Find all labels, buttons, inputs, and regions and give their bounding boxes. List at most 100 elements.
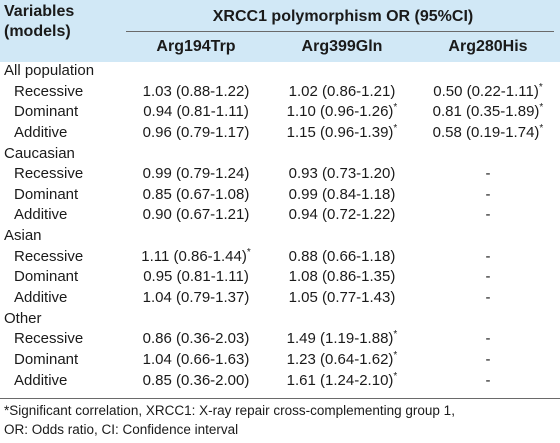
table-row: Dominant 1.04 (0.66-1.63) 1.23 (0.64-1.62)… bbox=[0, 350, 560, 371]
or-cell: 1.08 (0.86-1.35) bbox=[272, 267, 412, 288]
model-label: Additive bbox=[14, 206, 68, 224]
or-value: - bbox=[485, 350, 491, 368]
or-cell: 1.23 (0.64-1.62)* bbox=[272, 350, 412, 371]
model-label: Additive bbox=[14, 123, 68, 141]
or-value: 0.96 (0.79-1.17) bbox=[142, 123, 250, 141]
or-cell: 0.94 (0.81-1.11) bbox=[126, 102, 266, 123]
or-cell: 0.81 (0.35-1.89)* bbox=[418, 102, 558, 123]
significance-marker: * bbox=[538, 81, 543, 93]
table-row: Additive 0.90 (0.67-1.21) 0.94 (0.72-1.22)… bbox=[0, 205, 560, 226]
or-cell: 0.94 (0.72-1.22) bbox=[272, 205, 412, 226]
table-row: Additive 0.85 (0.36-2.00) 1.61 (1.24-2.10)… bbox=[0, 371, 560, 392]
or-cell: 0.99 (0.84-1.18) bbox=[272, 185, 412, 206]
table-row: Recessive 1.03 (0.88-1.22) 1.02 (0.86-1.21… bbox=[0, 82, 560, 103]
or-value: - bbox=[485, 206, 491, 224]
or-value: 0.99 (0.84-1.18) bbox=[288, 185, 396, 203]
table-row: Recessive 0.99 (0.79-1.24) 0.93 (0.73-1.20… bbox=[0, 164, 560, 185]
or-cell: 1.10 (0.96-1.26)* bbox=[272, 102, 412, 123]
or-cell: 0.95 (0.81-1.11) bbox=[126, 267, 266, 288]
or-value: 1.15 (0.96-1.39) bbox=[286, 123, 394, 141]
or-value: 1.04 (0.79-1.37) bbox=[142, 289, 250, 307]
variables-header: Variables (models) bbox=[4, 2, 122, 42]
model-label: Recessive bbox=[14, 82, 84, 100]
footer-divider bbox=[0, 398, 560, 399]
or-cell: 0.88 (0.66-1.18) bbox=[272, 247, 412, 268]
or-cell: 1.03 (0.88-1.22) bbox=[126, 82, 266, 103]
or-cell: - bbox=[418, 329, 558, 350]
or-value: 1.49 (1.19-1.88) bbox=[286, 330, 394, 348]
group-header: XRCC1 polymorphism OR (95%CI) bbox=[212, 8, 474, 25]
or-value: 1.23 (0.64-1.62) bbox=[286, 350, 394, 368]
table-row: Additive 1.04 (0.79-1.37) 1.05 (0.77-1.43)… bbox=[0, 288, 560, 309]
footnote-line-1: *Significant correlation, XRCC1: X-ray r… bbox=[4, 403, 455, 418]
or-cell: - bbox=[418, 371, 558, 392]
table-row: Dominant 0.85 (0.67-1.08) 0.99 (0.84-1.18)… bbox=[0, 185, 560, 206]
table-row: Dominant 0.95 (0.81-1.11) 1.08 (0.86-1.35)… bbox=[0, 267, 560, 288]
or-value: - bbox=[485, 268, 491, 286]
table-footnote: *Significant correlation, XRCC1: X-ray r… bbox=[4, 401, 556, 439]
or-value: 0.95 (0.81-1.11) bbox=[143, 268, 249, 286]
or-value: 0.93 (0.73-1.20) bbox=[288, 165, 396, 183]
or-cell: - bbox=[418, 350, 558, 371]
significance-marker: * bbox=[393, 329, 398, 341]
or-value: - bbox=[485, 165, 491, 183]
table-group-row: Caucasian bbox=[0, 144, 560, 165]
or-value: 0.94 (0.81-1.11) bbox=[143, 103, 249, 121]
table-row: Dominant 0.94 (0.81-1.11) 1.10 (0.96-1.26)… bbox=[0, 102, 560, 123]
or-value: 1.03 (0.88-1.22) bbox=[142, 82, 250, 100]
table-header: Variables (models) XRCC1 polymorphism OR… bbox=[0, 0, 560, 62]
significance-marker: * bbox=[539, 122, 544, 134]
or-cell: 0.50 (0.22-1.11)* bbox=[418, 82, 558, 103]
or-value: 1.61 (1.24-2.10) bbox=[286, 371, 394, 389]
variables-header-line1: Variables bbox=[4, 3, 75, 20]
or-value: 0.90 (0.67-1.21) bbox=[142, 206, 250, 224]
or-value: - bbox=[485, 185, 491, 203]
or-cell: 0.96 (0.79-1.17) bbox=[126, 123, 266, 144]
or-value: 1.04 (0.66-1.63) bbox=[142, 350, 250, 368]
or-value: 1.11 (0.86-1.44) bbox=[141, 247, 247, 265]
or-cell: - bbox=[418, 205, 558, 226]
header-divider bbox=[126, 31, 554, 32]
group-label: Caucasian bbox=[4, 144, 75, 162]
significance-marker: * bbox=[393, 122, 398, 134]
table-group-row: All population bbox=[0, 61, 560, 82]
or-cell: 1.15 (0.96-1.39)* bbox=[272, 123, 412, 144]
significance-marker: * bbox=[246, 246, 251, 258]
or-value: - bbox=[485, 371, 491, 389]
model-label: Dominant bbox=[14, 185, 79, 203]
or-value: 1.05 (0.77-1.43) bbox=[288, 289, 396, 307]
or-value: 0.81 (0.35-1.89) bbox=[432, 103, 540, 121]
model-label: Additive bbox=[14, 371, 68, 389]
or-value: 1.02 (0.86-1.21) bbox=[288, 82, 396, 100]
model-label: Recessive bbox=[14, 165, 84, 183]
significance-marker: * bbox=[393, 349, 398, 361]
column-header-arg194trp: Arg194Trp bbox=[156, 38, 236, 55]
or-value: 0.88 (0.66-1.18) bbox=[288, 247, 396, 265]
group-label: Asian bbox=[4, 227, 42, 245]
model-label: Recessive bbox=[14, 330, 84, 348]
or-cell: 1.05 (0.77-1.43) bbox=[272, 288, 412, 309]
group-label: Other bbox=[4, 309, 42, 327]
variables-header-line2: (models) bbox=[4, 23, 71, 40]
or-value: 0.94 (0.72-1.22) bbox=[288, 206, 396, 224]
significance-marker: * bbox=[393, 102, 398, 114]
significance-marker: * bbox=[393, 370, 398, 382]
significance-marker: * bbox=[539, 102, 544, 114]
or-value: 0.85 (0.36-2.00) bbox=[142, 371, 250, 389]
or-value: - bbox=[485, 247, 491, 265]
model-label: Dominant bbox=[14, 103, 79, 121]
or-cell: 0.93 (0.73-1.20) bbox=[272, 164, 412, 185]
table-row: Recessive 1.11 (0.86-1.44)* 0.88 (0.66-1.1… bbox=[0, 247, 560, 268]
or-cell: 0.58 (0.19-1.74)* bbox=[418, 123, 558, 144]
or-value: 0.86 (0.36-2.03) bbox=[142, 330, 250, 348]
or-cell: - bbox=[418, 164, 558, 185]
table-body: All population Recessive 1.03 (0.88-1.22) 1… bbox=[0, 61, 560, 391]
column-header-arg399gln: Arg399Gln bbox=[301, 38, 383, 55]
or-cell: 0.86 (0.36-2.03) bbox=[126, 329, 266, 350]
model-label: Additive bbox=[14, 289, 68, 307]
column-header-arg280his: Arg280His bbox=[448, 38, 528, 55]
or-cell: - bbox=[418, 267, 558, 288]
or-value: - bbox=[485, 330, 491, 348]
or-value: 0.58 (0.19-1.74) bbox=[432, 123, 540, 141]
or-cell: 1.61 (1.24-2.10)* bbox=[272, 371, 412, 392]
